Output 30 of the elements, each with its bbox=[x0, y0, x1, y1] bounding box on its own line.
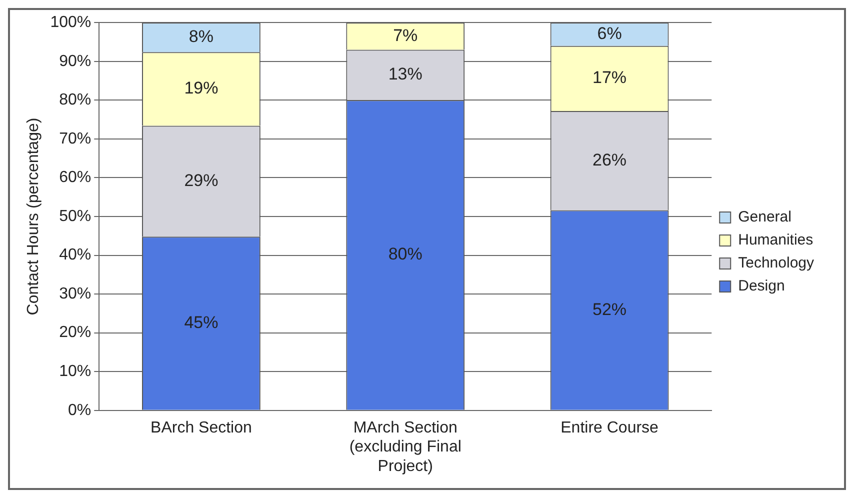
legend-label: Technology bbox=[738, 254, 814, 272]
x-tick-label: MArch Section (excluding Final Project) bbox=[349, 419, 462, 475]
text: 26% bbox=[592, 150, 627, 170]
y-tick-label: 10% bbox=[59, 363, 92, 380]
text: 80% bbox=[388, 244, 422, 264]
legend-label: General bbox=[738, 208, 792, 226]
y-tick-label: 90% bbox=[59, 52, 92, 70]
text: 6% bbox=[597, 24, 622, 43]
y-tick-label: 50% bbox=[59, 208, 92, 225]
x-tick-label: BArch Section bbox=[150, 419, 252, 436]
text: 17% bbox=[592, 68, 627, 88]
x-tick-label: Entire Course bbox=[560, 419, 659, 436]
text: 52% bbox=[592, 300, 627, 319]
text: 7% bbox=[393, 26, 418, 45]
legend-label: Humanities bbox=[738, 232, 814, 249]
text: 13% bbox=[388, 64, 422, 84]
y-tick-label: 80% bbox=[59, 92, 92, 109]
text: 8% bbox=[188, 27, 214, 46]
legend-label: Design bbox=[738, 278, 785, 295]
text: 29% bbox=[184, 170, 218, 190]
y-tick-label: 0% bbox=[68, 402, 92, 419]
y-tick-label: 100% bbox=[50, 14, 92, 32]
y-tick-label: 70% bbox=[59, 130, 92, 148]
y-axis-title: Contact Hours (percentage) bbox=[25, 118, 42, 316]
y-tick-label: 20% bbox=[59, 324, 92, 342]
y-tick-label: 60% bbox=[59, 169, 92, 186]
text: 45% bbox=[184, 312, 218, 332]
y-tick-label: 40% bbox=[59, 246, 92, 264]
y-tick-label: 30% bbox=[59, 285, 92, 302]
text: 19% bbox=[184, 78, 218, 98]
